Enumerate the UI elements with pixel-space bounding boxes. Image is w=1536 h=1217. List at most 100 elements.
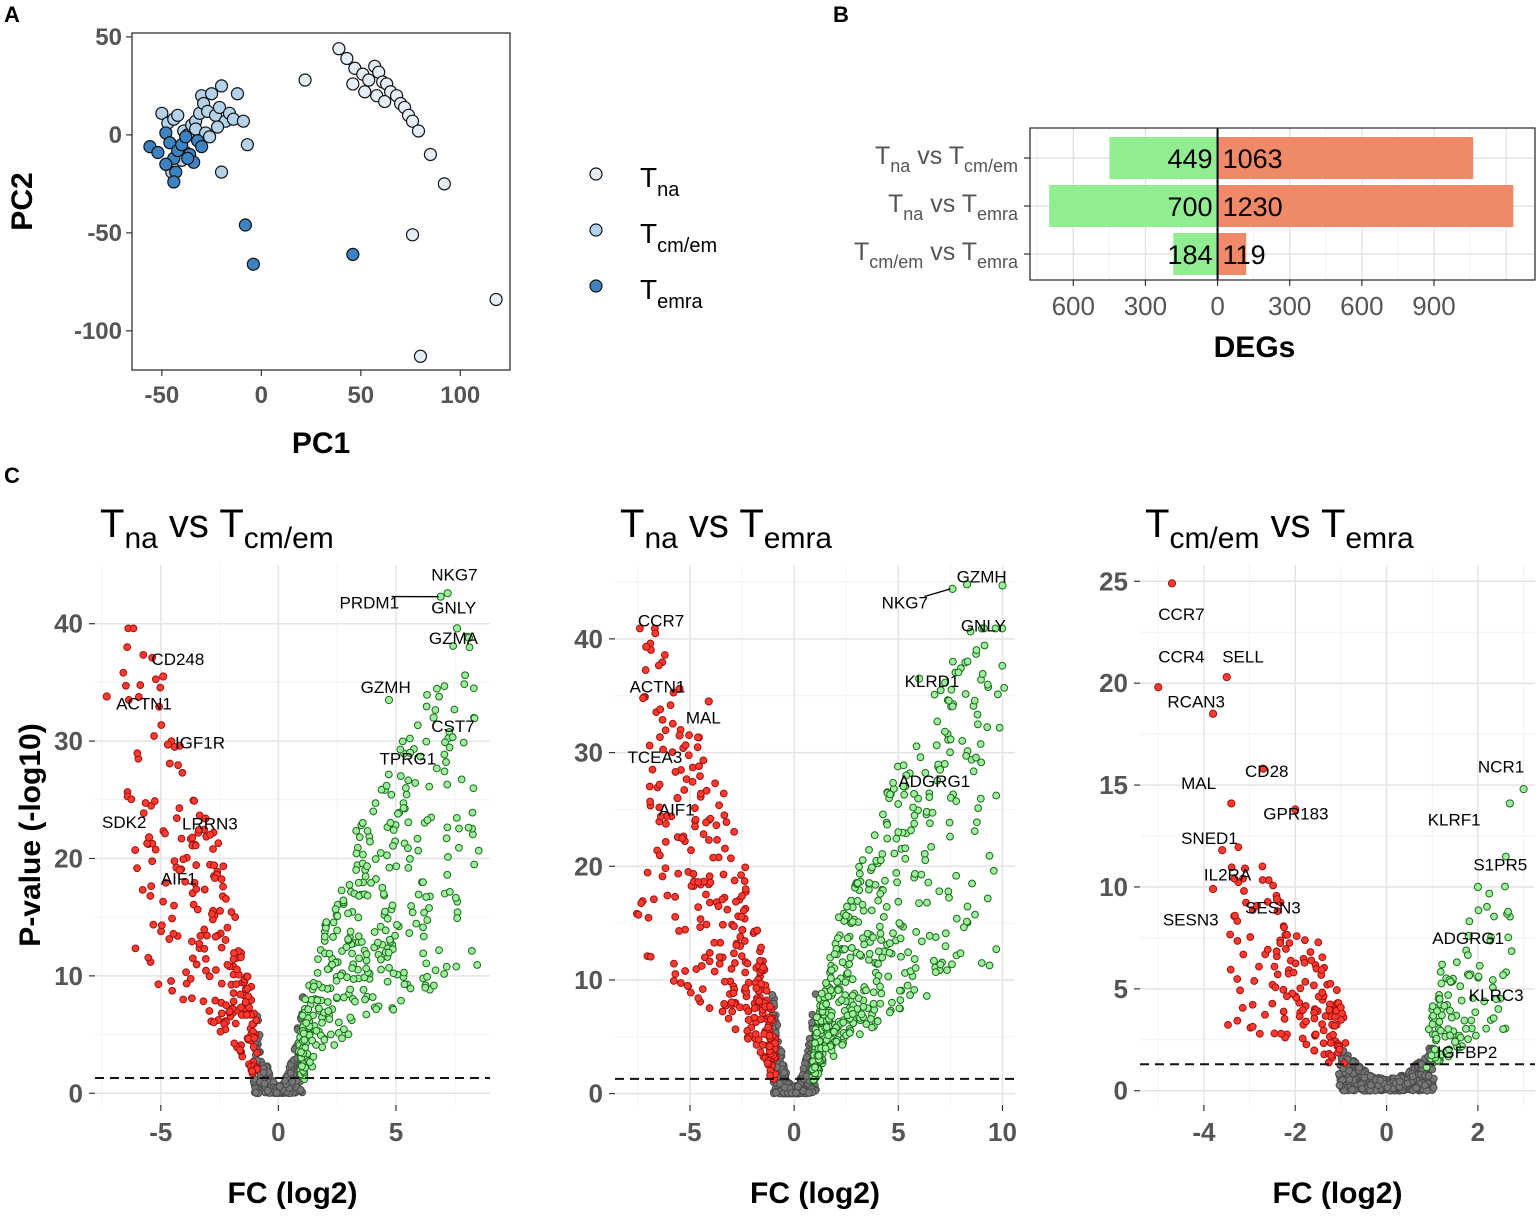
volcano-xtick-label: 10 xyxy=(988,1117,1017,1147)
volcano-point-up xyxy=(821,1044,830,1053)
volcano-point-down xyxy=(1277,1029,1286,1038)
volcano-point-up xyxy=(404,863,413,872)
volcano-point-up xyxy=(846,953,855,962)
volcano-point-up xyxy=(344,935,352,944)
volcano-labeled-point xyxy=(962,580,972,589)
volcano-point-ns xyxy=(281,1076,289,1085)
volcano-point-down xyxy=(1224,1021,1232,1029)
volcano-point-up xyxy=(894,828,903,837)
volcano-point-down xyxy=(1321,1012,1330,1020)
volcano-point-up xyxy=(901,854,910,863)
degs-xtick-label: 600 xyxy=(1052,291,1095,321)
volcano-point-down xyxy=(750,1004,759,1013)
volcano-point-down xyxy=(1242,898,1250,907)
volcano-point-down xyxy=(656,733,664,742)
volcano-point-up xyxy=(932,741,941,750)
volcano-point-down xyxy=(200,944,209,953)
volcano-point-up xyxy=(832,1037,841,1046)
volcano-point-down xyxy=(692,965,701,974)
volcano-point-up xyxy=(890,849,899,858)
volcano-labeled-point xyxy=(1450,1037,1460,1046)
volcano-point-down xyxy=(702,818,710,827)
volcano-point-up xyxy=(985,961,994,970)
degs-category-label: Tcm/em vs Temra xyxy=(854,238,1019,272)
volcano-point-up xyxy=(383,977,392,986)
volcano-labeled-point xyxy=(1208,884,1218,894)
volcano-point-up xyxy=(1452,958,1461,967)
volcano-point-down xyxy=(715,959,724,968)
volcano-point-up xyxy=(929,956,938,965)
volcano-point-ns xyxy=(251,1088,260,1097)
volcano-point-down xyxy=(709,853,718,862)
pca-point xyxy=(214,165,229,179)
volcano-point-down xyxy=(696,923,705,932)
volcano-point-down xyxy=(129,624,138,633)
volcano-ytick-label: 20 xyxy=(574,851,603,881)
volcano-point-up xyxy=(811,1063,819,1072)
volcano-point-up xyxy=(989,866,998,875)
volcano-point-ns xyxy=(259,1068,268,1077)
pca-xtick-label: 100 xyxy=(440,382,480,409)
volcano-point-down xyxy=(635,624,644,633)
pca-point xyxy=(346,247,360,262)
volcano-point-up xyxy=(874,959,883,968)
volcano-point-up xyxy=(385,863,394,872)
volcano-point-up xyxy=(952,797,961,806)
volcano-point-down xyxy=(663,891,672,900)
volcano-point-up xyxy=(899,761,908,770)
volcano-point-down xyxy=(205,972,214,981)
volcano-point-down xyxy=(156,683,165,692)
volcano-point-down xyxy=(252,1016,261,1025)
volcano-point-down xyxy=(741,984,750,992)
volcano-point-down xyxy=(688,763,697,772)
volcano-point-up xyxy=(411,779,420,787)
volcano-labeled-point xyxy=(998,581,1007,590)
volcano-point-ns xyxy=(1335,1070,1343,1078)
volcano-point-up xyxy=(925,931,934,940)
volcano-point-ns xyxy=(1420,1081,1429,1090)
volcano-point-up xyxy=(361,872,370,881)
volcano-point-down xyxy=(661,726,670,735)
pca-point xyxy=(214,79,229,93)
volcano-point-up xyxy=(834,986,843,994)
volcano-point-down xyxy=(720,977,729,986)
volcano-point-down xyxy=(133,864,141,873)
volcano-point-down xyxy=(159,897,168,906)
volcano-point-up xyxy=(431,706,440,714)
volcano-point-up xyxy=(935,887,944,896)
degs-value-down: 700 xyxy=(1168,192,1213,222)
volcano-labeled-point xyxy=(1218,846,1227,855)
volcano-point-down xyxy=(702,890,710,899)
volcano-point-up xyxy=(450,705,459,714)
volcano-point-down xyxy=(189,900,198,909)
volcano-point-up xyxy=(358,819,367,827)
volcano-point-down xyxy=(766,1015,775,1024)
volcano-point-up xyxy=(906,991,914,999)
volcano-point-down xyxy=(1317,966,1326,974)
volcano-point-up xyxy=(977,959,986,967)
volcano-point-up xyxy=(968,879,976,888)
volcano-point-up xyxy=(332,976,341,985)
volcano-point-up xyxy=(1457,996,1466,1005)
pca-point xyxy=(423,147,438,162)
volcano-point-down xyxy=(757,943,765,952)
volcano-labeled-point xyxy=(935,765,945,774)
volcano-point-down xyxy=(705,872,714,881)
volcano-point-up xyxy=(377,965,385,974)
volcano-point-up xyxy=(397,996,405,1005)
volcano-point-up xyxy=(837,996,846,1004)
volcano-point-up xyxy=(469,784,478,793)
volcano-point-up xyxy=(1501,882,1509,891)
volcano-point-up xyxy=(822,979,830,987)
volcano-point-up xyxy=(318,1018,326,1027)
gene-label: GPR183 xyxy=(1263,805,1328,824)
volcano-point-down xyxy=(1239,950,1248,959)
volcano-ytick-label: 40 xyxy=(574,624,603,654)
volcano-point-up xyxy=(406,734,414,743)
volcano-point-up xyxy=(947,685,956,694)
degs-value-up: 1063 xyxy=(1223,144,1283,174)
volcano-point-up xyxy=(896,996,905,1004)
volcano-point-up xyxy=(392,862,401,871)
gene-label: SDK2 xyxy=(102,813,146,832)
